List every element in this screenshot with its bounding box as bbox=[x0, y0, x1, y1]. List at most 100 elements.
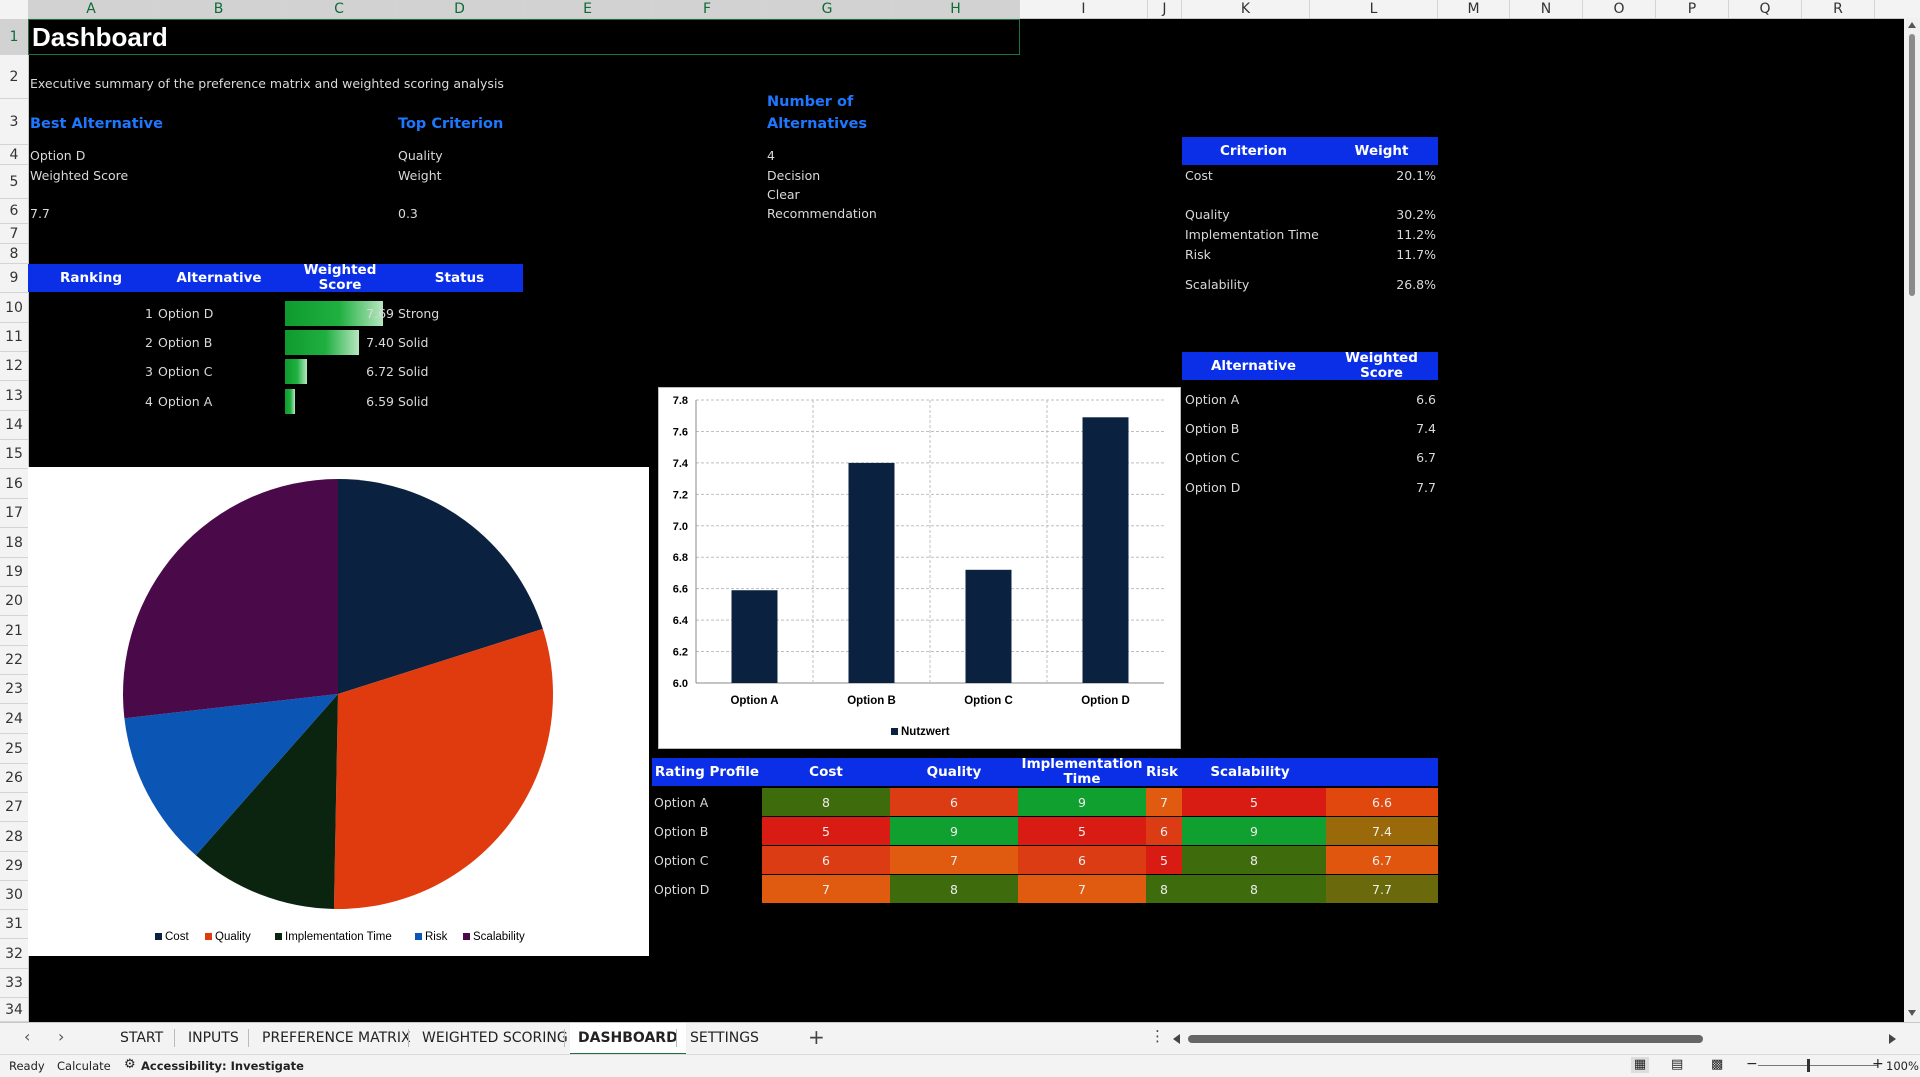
row-header-21[interactable]: 21 bbox=[0, 616, 28, 646]
rating-cell[interactable]: 7 bbox=[890, 846, 1018, 874]
status-accessibility[interactable]: Accessibility: Investigate bbox=[141, 1059, 304, 1073]
hscroll-left-icon[interactable] bbox=[1173, 1034, 1180, 1044]
column-header-g[interactable]: G bbox=[763, 0, 892, 18]
row-header-7[interactable]: 7 bbox=[0, 224, 28, 244]
row-header-34[interactable]: 34 bbox=[0, 998, 28, 1022]
vertical-scroll-thumb[interactable] bbox=[1909, 34, 1915, 296]
rating-cell[interactable]: 9 bbox=[890, 817, 1018, 845]
rating-cell[interactable]: 6 bbox=[762, 846, 890, 874]
row-header-25[interactable]: 25 bbox=[0, 734, 28, 764]
row-header-11[interactable]: 11 bbox=[0, 323, 28, 352]
tab-dashboard[interactable]: DASHBOARD bbox=[570, 1023, 686, 1056]
scroll-up-arrow[interactable] bbox=[1908, 22, 1916, 28]
row-header-2[interactable]: 2 bbox=[0, 55, 28, 99]
column-header-m[interactable]: M bbox=[1438, 0, 1510, 18]
column-header-b[interactable]: B bbox=[155, 0, 283, 18]
row-header-9[interactable]: 9 bbox=[0, 264, 28, 293]
rating-cell[interactable]: 7 bbox=[1018, 875, 1146, 903]
row-header-28[interactable]: 28 bbox=[0, 822, 28, 852]
rating-cell[interactable]: 8 bbox=[890, 875, 1018, 903]
row-header-27[interactable]: 27 bbox=[0, 793, 28, 822]
row-header-22[interactable]: 22 bbox=[0, 646, 28, 675]
rating-cell[interactable]: 6.7 bbox=[1326, 846, 1438, 874]
rating-cell[interactable]: 7 bbox=[1146, 788, 1182, 816]
pie-slice-scalability[interactable] bbox=[123, 479, 338, 719]
rating-cell[interactable]: 5 bbox=[1018, 817, 1146, 845]
scroll-down-arrow[interactable] bbox=[1908, 1010, 1916, 1016]
bar-chart[interactable]: 6.0 6.2 6.4 6.6 6.8 7.0 7.2 7.4 7.6 7.8 Option A Op… bbox=[658, 387, 1181, 749]
row-header-16[interactable]: 16 bbox=[0, 469, 28, 499]
row-header-23[interactable]: 23 bbox=[0, 675, 28, 704]
tab-scroll-left-icon[interactable]: ‹ bbox=[24, 1027, 31, 1046]
column-header-d[interactable]: D bbox=[396, 0, 524, 18]
row-header-8[interactable]: 8 bbox=[0, 244, 28, 264]
column-header-n[interactable]: N bbox=[1510, 0, 1583, 18]
hscroll-right-icon[interactable] bbox=[1889, 1034, 1896, 1044]
rating-cell[interactable]: 6 bbox=[890, 788, 1018, 816]
column-header-p[interactable]: P bbox=[1656, 0, 1729, 18]
rating-cell[interactable]: 6.6 bbox=[1326, 788, 1438, 816]
column-header-o[interactable]: O bbox=[1583, 0, 1656, 18]
row-header-26[interactable]: 26 bbox=[0, 764, 28, 793]
column-header-e[interactable]: E bbox=[524, 0, 652, 18]
row-header-20[interactable]: 20 bbox=[0, 587, 28, 616]
pie-slice-quality[interactable] bbox=[333, 628, 553, 909]
rating-cell[interactable]: 7 bbox=[762, 875, 890, 903]
column-header-c[interactable]: C bbox=[283, 0, 396, 18]
rating-cell[interactable]: 5 bbox=[1182, 788, 1326, 816]
row-header-17[interactable]: 17 bbox=[0, 499, 28, 528]
zoom-slider-thumb[interactable] bbox=[1807, 1059, 1810, 1072]
rating-cell[interactable]: 6 bbox=[1146, 817, 1182, 845]
normal-view-icon[interactable]: ▦ bbox=[1631, 1057, 1649, 1073]
tab-weighted-scoring[interactable]: WEIGHTED SCORING bbox=[422, 1030, 568, 1046]
pie-slice-implementation-time[interactable] bbox=[195, 694, 338, 909]
zoom-out-icon[interactable]: − bbox=[1746, 1056, 1758, 1072]
pie-slice-cost[interactable] bbox=[338, 479, 543, 694]
status-calculate[interactable]: Calculate bbox=[57, 1059, 111, 1073]
row-header-15[interactable]: 15 bbox=[0, 440, 28, 469]
row-header-19[interactable]: 19 bbox=[0, 558, 28, 587]
row-header-3[interactable]: 3 bbox=[0, 99, 28, 145]
row-header-30[interactable]: 30 bbox=[0, 881, 28, 910]
row-header-5[interactable]: 5 bbox=[0, 165, 28, 199]
rating-cell[interactable]: 9 bbox=[1018, 788, 1146, 816]
tab-scroll-right-icon[interactable]: › bbox=[58, 1027, 65, 1046]
rating-cell[interactable]: 6 bbox=[1018, 846, 1146, 874]
zoom-in-icon[interactable]: + bbox=[1872, 1056, 1884, 1072]
bar-option-c[interactable] bbox=[965, 569, 1012, 683]
row-header-33[interactable]: 33 bbox=[0, 969, 28, 998]
rating-cell[interactable]: 8 bbox=[762, 788, 890, 816]
column-header-l[interactable]: L bbox=[1310, 0, 1438, 18]
row-header-13[interactable]: 13 bbox=[0, 381, 28, 411]
bar-option-a[interactable] bbox=[731, 590, 778, 683]
row-header-18[interactable]: 18 bbox=[0, 528, 28, 558]
row-header-32[interactable]: 32 bbox=[0, 939, 28, 969]
row-header-1[interactable]: 1 bbox=[0, 19, 28, 55]
row-header-10[interactable]: 10 bbox=[0, 293, 28, 323]
row-header-24[interactable]: 24 bbox=[0, 704, 28, 734]
tab-start[interactable]: START bbox=[120, 1030, 164, 1046]
rating-cell[interactable]: 8 bbox=[1182, 875, 1326, 903]
page-break-view-icon[interactable]: ▩ bbox=[1711, 1057, 1724, 1072]
rating-cell[interactable]: 7.7 bbox=[1326, 875, 1438, 903]
row-header-12[interactable]: 12 bbox=[0, 352, 28, 381]
row-header-29[interactable]: 29 bbox=[0, 852, 28, 881]
row-header-14[interactable]: 14 bbox=[0, 411, 28, 440]
column-header-j[interactable]: J bbox=[1148, 0, 1182, 18]
zoom-level[interactable]: 100% bbox=[1886, 1059, 1919, 1073]
column-header-r[interactable]: R bbox=[1802, 0, 1875, 18]
row-header-6[interactable]: 6 bbox=[0, 199, 28, 224]
zoom-slider[interactable] bbox=[1758, 1065, 1878, 1066]
title-cell[interactable]: Dashboard bbox=[28, 19, 1020, 55]
rating-cell[interactable]: 8 bbox=[1146, 875, 1182, 903]
rating-cell[interactable]: 5 bbox=[762, 817, 890, 845]
column-header-a[interactable]: A bbox=[28, 0, 155, 18]
bar-option-d[interactable] bbox=[1082, 417, 1129, 683]
bar-option-b[interactable] bbox=[848, 462, 895, 683]
rating-cell[interactable]: 5 bbox=[1146, 846, 1182, 874]
row-header-4[interactable]: 4 bbox=[0, 145, 28, 165]
more-options-icon[interactable]: ⋮ bbox=[1150, 1027, 1165, 1045]
row-header-31[interactable]: 31 bbox=[0, 910, 28, 939]
add-sheet-icon[interactable]: + bbox=[808, 1025, 825, 1049]
tab-inputs[interactable]: INPUTS bbox=[188, 1030, 239, 1046]
